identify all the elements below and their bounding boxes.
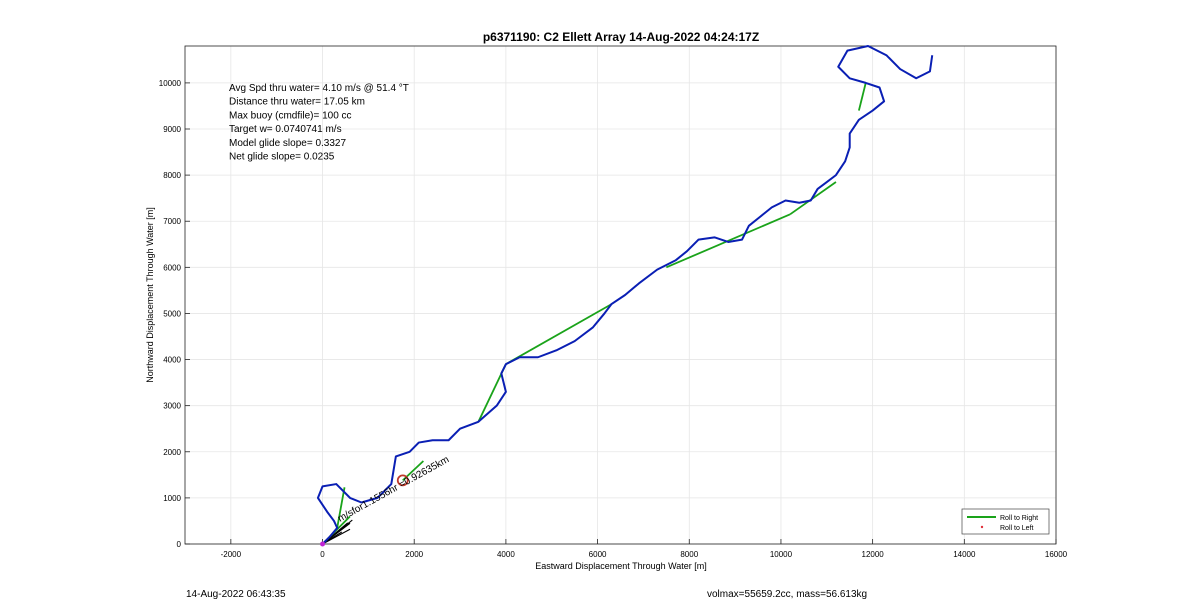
- stats-annotation-line: Model glide slope= 0.3327: [229, 138, 346, 149]
- roll-right-segment: [858, 82, 867, 111]
- y-tick-label: 4000: [163, 356, 181, 365]
- x-tick-label: 4000: [497, 550, 515, 559]
- roll-right-segment: [665, 213, 791, 269]
- x-tick-label: 16000: [1045, 550, 1068, 559]
- y-tick-label: 8000: [163, 171, 181, 180]
- y-axis-ticks: 0 1000 2000 3000 4000 5000 6000 7000 8000 9000 100…: [159, 79, 190, 549]
- x-tick-label: 12000: [862, 550, 885, 559]
- plot-area-frame: [184, 45, 1057, 545]
- x-tick-label: 2000: [405, 550, 423, 559]
- start-point-marker: [320, 541, 326, 547]
- x-tick-label: -2000: [221, 550, 242, 559]
- x-tick-label: 0: [320, 550, 325, 559]
- roll-right-segment: [505, 303, 612, 365]
- x-tick-label: 10000: [770, 550, 793, 559]
- x-tick-label: 14000: [953, 550, 976, 559]
- footer-timestamp: 14-Aug-2022 06:43:35: [186, 589, 286, 600]
- roll-right-segment: [336, 487, 346, 529]
- y-tick-label: 9000: [163, 125, 181, 134]
- y-axis-label: Northward Displacement Through Water [m]: [145, 207, 155, 383]
- glider-track-line: [316, 45, 934, 545]
- x-tick-label: 6000: [589, 550, 607, 559]
- position-circle-marker: [396, 474, 409, 487]
- chart-legend: Roll to Right Roll to Left: [961, 508, 1050, 535]
- stats-annotation-line: Avg Spd thru water= 4.10 m/s @ 51.4 °T: [229, 83, 409, 94]
- stats-annotation-line: Target w= 0.0740741 m/s: [229, 124, 342, 135]
- y-tick-label: 0: [177, 540, 182, 549]
- stats-annotations: Avg Spd thru water= 4.10 m/s @ 51.4 °T Di…: [229, 83, 409, 163]
- y-tick-label: 7000: [163, 217, 181, 226]
- y-tick-label: 5000: [163, 309, 181, 318]
- stats-annotation-line: Net glide slope= 0.0235: [229, 152, 335, 163]
- x-axis-label: Eastward Displacement Through Water [m]: [535, 561, 707, 571]
- y-tick-label: 2000: [163, 448, 181, 457]
- x-axis-ticks: -2000 0 2000 4000 6000 8000 10000 12000 14000 160…: [221, 539, 1068, 559]
- x-tick-label: 8000: [680, 550, 698, 559]
- y-tick-label: 1000: [163, 494, 181, 503]
- y-tick-label: 10000: [159, 79, 182, 88]
- legend-label-roll-right: Roll to Right: [1000, 515, 1038, 522]
- legend-box: [961, 508, 1050, 535]
- footer-volmax-mass: volmax=55659.2cc, mass=56.613kg: [707, 589, 868, 600]
- y-tick-label: 6000: [163, 263, 181, 272]
- series-layer: [316, 45, 934, 547]
- stats-annotation-line: Max buoy (cmdfile)= 100 cc: [229, 110, 352, 121]
- chart-title: p6371190: C2 Ellett Array 14-Aug-2022 04…: [483, 30, 759, 44]
- legend-dot-roll-left: [980, 525, 984, 529]
- stats-annotation-line: Distance thru water= 17.05 km: [229, 97, 365, 108]
- legend-label-roll-left: Roll to Left: [1000, 525, 1034, 532]
- y-tick-label: 3000: [163, 402, 181, 411]
